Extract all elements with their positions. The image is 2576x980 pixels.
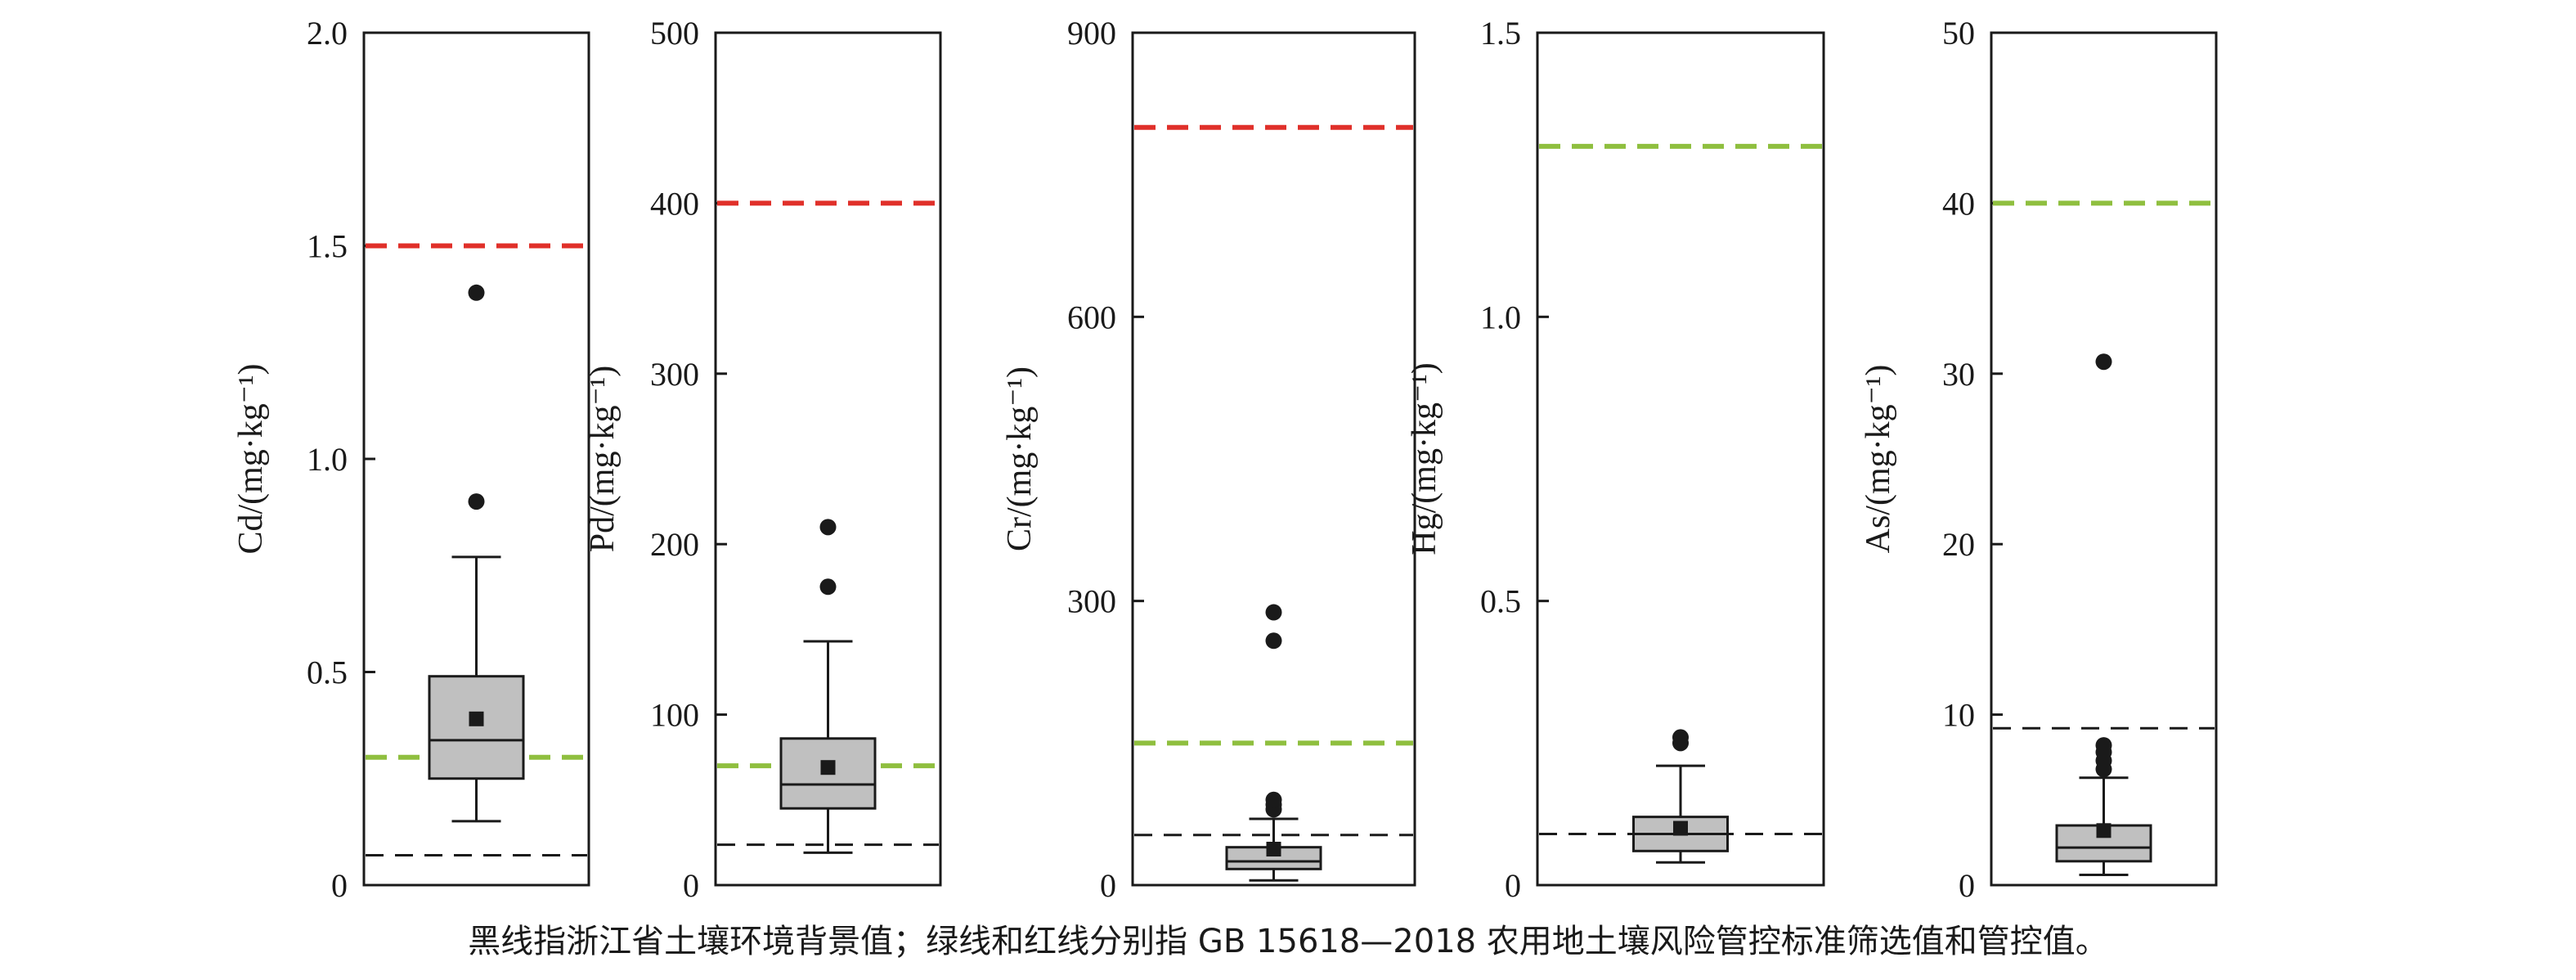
- plot-frame: [1990, 31, 2218, 887]
- y-tick-label: 2.0: [307, 15, 348, 52]
- y-tick-label: 0: [1959, 867, 1975, 904]
- y-tick-label: 0: [683, 867, 699, 904]
- outlier-point: [819, 519, 837, 536]
- plot-frame: [714, 31, 942, 887]
- y-tick-label: 400: [650, 185, 699, 222]
- plot-frame: [1131, 31, 1416, 887]
- panel-cd: 0 0.5 1.0 1.5 2.0 Cd/(mg·kg⁻¹): [232, 15, 590, 904]
- y-tick-label: 40: [1942, 185, 1975, 222]
- y-tick-label: 30: [1942, 356, 1975, 393]
- figure-caption: 黑线指浙江省土壤环境背景值；绿线和红线分别指 GB 15618—2018 农用地…: [468, 923, 2108, 960]
- y-tick-label: 1.5: [1480, 15, 1521, 52]
- y-tick-label: 100: [650, 697, 699, 734]
- y-axis-label: Pd/(mg·kg⁻¹): [584, 366, 622, 552]
- outlier-point: [2095, 353, 2112, 371]
- y-tick-label: 1.0: [307, 441, 348, 478]
- mean-marker: [820, 760, 836, 775]
- y-tick-label: 300: [1067, 583, 1116, 620]
- y-tick-label: 1.5: [307, 228, 348, 265]
- panel-pd: 0 100 200 300 400 500 Pd/(mg·kg⁻¹): [584, 15, 942, 904]
- mean-marker: [1673, 820, 1688, 836]
- outlier-point: [1265, 604, 1282, 621]
- outlier-point: [468, 284, 485, 301]
- plot-frame: [1536, 31, 1825, 887]
- outlier-point: [819, 578, 837, 596]
- y-tick-label: 50: [1942, 15, 1975, 52]
- y-tick-label: 0: [331, 867, 348, 904]
- y-axis-label: Cd/(mg·kg⁻¹): [232, 363, 270, 554]
- y-axis-label: Hg/(mg·kg⁻¹): [1406, 362, 1443, 555]
- y-tick-label: 0: [1100, 867, 1116, 904]
- y-tick-label: 20: [1942, 526, 1975, 563]
- outlier-point: [1265, 791, 1282, 808]
- outlier-point: [2095, 737, 2112, 754]
- panel-as: 0 10 20 30 40 50 As/(mg·kg⁻¹): [1860, 15, 2218, 904]
- y-tick-label: 0: [1505, 867, 1521, 904]
- outlier-point: [1265, 632, 1282, 650]
- panel-hg: 0 0.5 1.0 1.5 Hg/(mg·kg⁻¹): [1406, 15, 1825, 904]
- iqr-box: [428, 675, 525, 780]
- outlier-point: [1672, 729, 1689, 746]
- y-tick-label: 300: [650, 356, 699, 393]
- figure: 00.51.01.52.0Cd/(mg·kg⁻¹)010020030040050…: [232, 15, 2218, 904]
- outlier-point: [468, 493, 485, 510]
- mean-marker: [469, 711, 484, 726]
- mean-marker: [2096, 823, 2112, 838]
- y-tick-label: 200: [650, 526, 699, 563]
- y-axis-label: Cr/(mg·kg⁻¹): [1001, 366, 1039, 551]
- y-tick-label: 600: [1067, 299, 1116, 335]
- y-axis-label: As/(mg·kg⁻¹): [1860, 365, 1897, 554]
- y-tick-label: 0.5: [307, 654, 348, 691]
- panel-cr: 0 300 600 900 Cr/(mg·kg⁻¹): [1001, 15, 1416, 904]
- mean-marker: [1266, 842, 1281, 857]
- y-tick-label: 900: [1067, 15, 1116, 52]
- y-tick-label: 1.0: [1480, 299, 1521, 335]
- y-tick-label: 10: [1942, 697, 1975, 734]
- y-tick-label: 0.5: [1480, 583, 1521, 620]
- y-tick-label: 500: [650, 15, 699, 52]
